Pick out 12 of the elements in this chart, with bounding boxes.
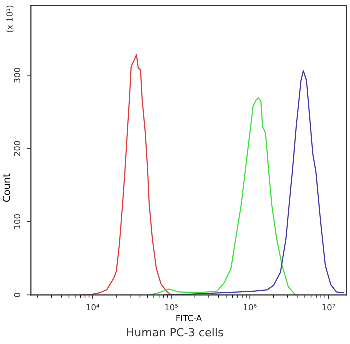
y-tick-label: 100: [14, 214, 21, 229]
x-tick-label: 10⁷: [322, 304, 336, 311]
text: (x 10¹): [6, 6, 14, 32]
y-axis-title: Count: [2, 174, 10, 202]
x-axis-title: FITC-A: [176, 315, 202, 322]
text: Human PC-3 cells: [127, 328, 224, 337]
x-tick-label: 10⁵: [165, 304, 178, 311]
x-tick-label: 10⁴: [86, 304, 100, 311]
y-tick-label: 200: [14, 141, 21, 156]
y-tick-label: 0: [14, 293, 21, 298]
x-tick-label: 10⁶: [244, 304, 257, 311]
y-tick-label: 300: [14, 68, 21, 83]
